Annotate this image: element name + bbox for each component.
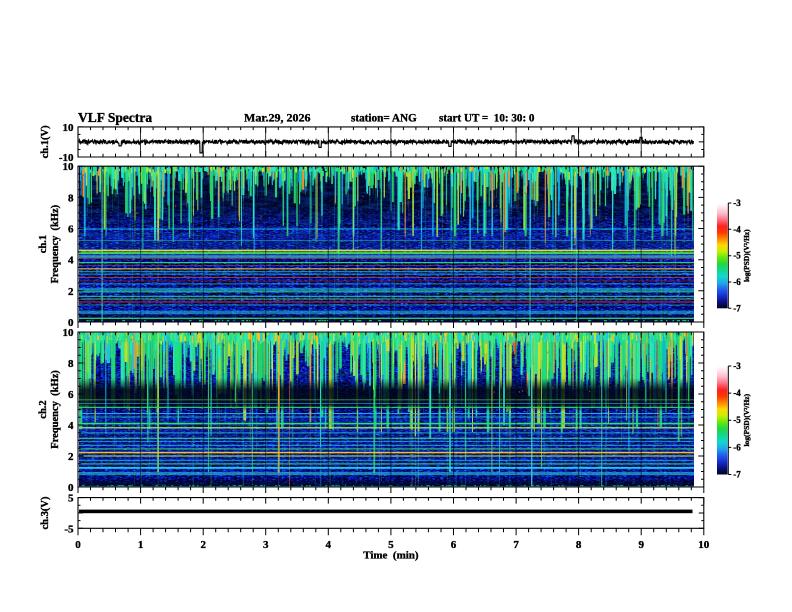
svg-text:2: 2 — [200, 539, 206, 551]
svg-text:ch.2: ch.2 — [38, 400, 49, 418]
svg-text:-5: -5 — [733, 415, 741, 425]
svg-text:-6: -6 — [733, 277, 741, 287]
svg-text:6: 6 — [68, 389, 74, 401]
svg-text:6: 6 — [451, 539, 457, 551]
svg-text:8: 8 — [68, 192, 74, 204]
svg-text:4: 4 — [326, 539, 332, 551]
svg-text:2: 2 — [68, 286, 74, 298]
svg-text:5: 5 — [68, 493, 74, 505]
svg-text:0: 0 — [68, 317, 74, 329]
svg-text:-4: -4 — [733, 224, 741, 234]
svg-text:10: 10 — [63, 122, 75, 134]
svg-text:Time (min): Time (min) — [363, 550, 419, 562]
svg-text:-7: -7 — [733, 470, 741, 480]
svg-text:8: 8 — [576, 539, 582, 551]
svg-text:2: 2 — [68, 451, 74, 463]
svg-text:10: 10 — [63, 327, 75, 339]
svg-text:ch.1: ch.1 — [38, 235, 49, 253]
svg-text:log(PSD)(V²/Hz): log(PSD)(V²/Hz) — [742, 229, 751, 282]
svg-text:Frequency (kHz): Frequency (kHz) — [50, 204, 61, 283]
svg-text:-4: -4 — [733, 388, 741, 398]
svg-text:6: 6 — [68, 224, 74, 236]
svg-text:-5: -5 — [733, 251, 741, 261]
svg-text:7: 7 — [513, 539, 519, 551]
svg-text:VLF Spectra: VLF Spectra — [78, 110, 152, 125]
svg-text:10: 10 — [63, 161, 75, 173]
svg-text:-10: -10 — [59, 152, 74, 164]
svg-text:start UT = 10: 30: 0: start UT = 10: 30: 0 — [439, 113, 535, 125]
svg-text:-7: -7 — [733, 303, 741, 313]
svg-text:log(PSD)(V²/Hz): log(PSD)(V²/Hz) — [742, 393, 751, 446]
svg-text:8: 8 — [68, 358, 74, 370]
svg-text:3: 3 — [263, 539, 269, 551]
svg-text:4: 4 — [68, 255, 74, 267]
svg-text:Frequency (kHz): Frequency (kHz) — [50, 370, 61, 449]
svg-text:-3: -3 — [733, 198, 741, 208]
svg-text:10: 10 — [698, 539, 710, 551]
svg-text:1: 1 — [138, 539, 144, 551]
svg-text:0: 0 — [68, 482, 74, 494]
svg-text:-5: -5 — [64, 523, 74, 535]
svg-text:5: 5 — [388, 539, 394, 551]
svg-text:9: 9 — [638, 539, 644, 551]
svg-text:-6: -6 — [733, 442, 741, 452]
svg-text:-3: -3 — [733, 361, 741, 371]
svg-text:ch.1(V): ch.1(V) — [40, 125, 51, 158]
svg-text:station= ANG: station= ANG — [351, 113, 417, 125]
svg-text:ch.3(V): ch.3(V) — [40, 496, 51, 529]
svg-text:Mar.29, 2026: Mar.29, 2026 — [244, 111, 311, 125]
svg-text:4: 4 — [68, 420, 74, 432]
svg-text:0: 0 — [75, 539, 81, 551]
